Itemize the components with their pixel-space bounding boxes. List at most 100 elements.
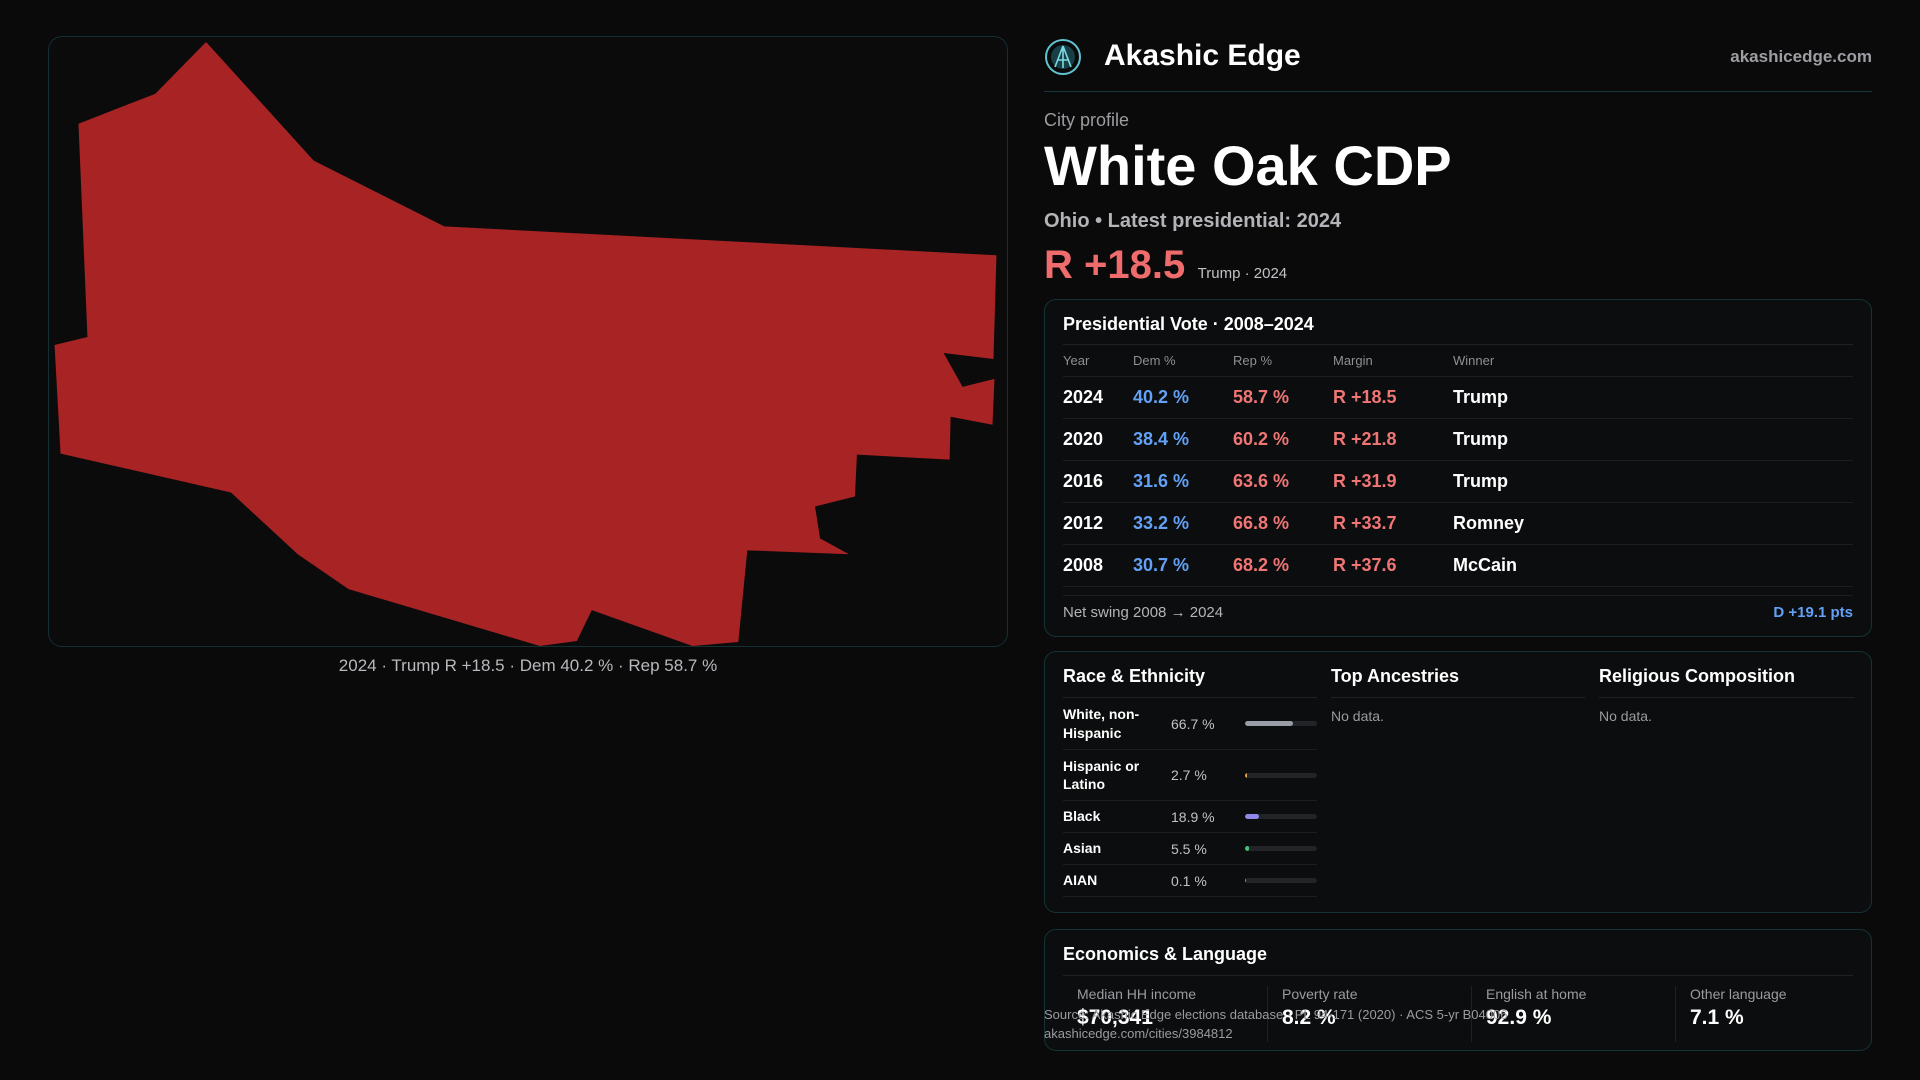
cell-year: 2012 [1063,513,1104,533]
cell-year: 2024 [1063,387,1104,407]
cell-margin: R +21.8 [1333,429,1397,449]
cell-rep: 60.2 % [1233,429,1290,449]
city-boundary-map [54,41,997,646]
table-row: 2008 30.7 % 68.2 % R +37.6 McCain [1063,545,1853,587]
cell-rep: 68.2 % [1233,555,1290,575]
econ-label: Other language [1690,986,1787,1002]
brand-name[interactable]: Akashic Edge [1104,39,1301,72]
race-bar [1245,772,1317,778]
race-row: Hispanic or Latino 2.7 % [1063,750,1317,801]
presidential-vote-card: Presidential Vote · 2008–2024 Year Dem %… [1044,299,1872,637]
col-header-margin: Margin [1333,353,1373,368]
econ-cell-poverty: Poverty rate 8.2 % [1267,986,1471,1042]
table-header-row: Year Dem % Rep % Margin Winner [1063,345,1853,377]
economics-title: Economics & Language [1063,944,1853,976]
cell-dem: 30.7 % [1133,555,1190,575]
ancestries-title: Top Ancestries [1331,666,1585,698]
presidential-table: Year Dem % Rep % Margin Winner 2024 40.2… [1063,345,1853,587]
cell-dem: 31.6 % [1133,471,1190,491]
cell-winner: McCain [1453,555,1518,575]
net-swing-row: Net swing 2008 → 2024 D +19.1 pts [1063,595,1853,629]
race-row: White, non-Hispanic 66.7 % [1063,698,1317,750]
city-subtitle: Ohio • Latest presidential: 2024 [1044,209,1342,232]
econ-label: Median HH income [1077,986,1197,1002]
table-row: 2016 31.6 % 63.6 % R +31.9 Trump [1063,461,1853,503]
cell-rep: 58.7 % [1233,387,1290,407]
race-value: 18.9 % [1171,808,1215,825]
net-swing-label: Net swing 2008 → 2024 [1063,604,1224,621]
headline-margin-sub: Trump · 2024 [1197,264,1288,282]
race-label: Asian [1063,840,1102,857]
race-value: 0.1 % [1171,872,1207,889]
religion-empty: No data. [1599,708,1652,724]
race-bar-fill [1245,846,1249,851]
presidential-card-title: Presidential Vote · 2008–2024 [1063,314,1853,345]
econ-cell-english: English at home 92.9 % [1471,986,1675,1042]
race-bar-fill [1245,772,1247,778]
race-ethnicity-section: Race & Ethnicity White, non-Hispanic 66.… [1063,666,1317,897]
race-row: Asian 5.5 % [1063,833,1317,865]
cell-year: 2016 [1063,471,1104,491]
map-panel [48,36,1008,647]
race-label: Hispanic or Latino [1063,757,1140,792]
cell-winner: Romney [1453,513,1525,533]
race-title: Race & Ethnicity [1063,666,1317,698]
econ-cell-income: Median HH income $70,341 [1063,986,1267,1042]
site-header: Akashic Edge akashicedge.com [1044,36,1872,92]
econ-value: $70,341 [1077,1006,1153,1029]
race-label: AIAN [1063,872,1098,889]
col-header-rep: Rep % [1233,353,1273,368]
cell-margin: R +37.6 [1333,555,1397,575]
table-row: 2024 40.2 % 58.7 % R +18.5 Trump [1063,377,1853,419]
cell-year: 2020 [1063,429,1104,449]
race-label: Black [1063,808,1101,825]
ancestries-section: Top Ancestries No data. [1331,666,1585,724]
cell-margin: R +18.5 [1333,387,1397,407]
religion-title: Religious Composition [1599,666,1855,698]
col-header-dem: Dem % [1133,353,1176,368]
site-url-link[interactable]: akashicedge.com [1730,47,1872,66]
race-bar-fill [1245,721,1294,726]
cell-year: 2008 [1063,555,1104,575]
cell-margin: R +31.9 [1333,471,1397,491]
profile-column: Akashic Edge akashicedge.com City profil… [1044,36,1872,1051]
econ-cell-other-language: Other language 7.1 % [1675,986,1865,1042]
compass-logo-icon[interactable] [1044,38,1082,76]
col-header-winner: Winner [1453,353,1495,368]
source-note: Source: Akashic Edge elections database … [1044,1007,1508,1022]
religion-section: Religious Composition No data. [1599,666,1855,724]
econ-label: Poverty rate [1282,986,1358,1002]
econ-value: 92.9 % [1486,1006,1552,1029]
permalink[interactable]: akashicedge.com/cities/3984812 [1044,1025,1233,1041]
cell-winner: Trump [1453,471,1509,491]
cell-winner: Trump [1453,429,1509,449]
col-header-year: Year [1063,353,1090,368]
page-footer: Source: Akashic Edge elections database … [1044,1006,1507,1044]
cell-dem: 40.2 % [1133,387,1190,407]
map-caption: 2024 · Trump R +18.5 · Dem 40.2 % · Rep … [338,656,718,675]
net-swing-value: D +19.1 pts [1773,604,1853,621]
economics-grid: Median HH income $70,341 Poverty rate 8.… [1045,986,1873,1042]
headline-margin-value: R +18.5 [1044,242,1186,287]
cell-rep: 63.6 % [1233,471,1290,491]
race-bar [1245,814,1317,819]
race-bar [1245,878,1317,883]
cell-dem: 33.2 % [1133,513,1190,533]
table-row: 2012 33.2 % 66.8 % R +33.7 Romney [1063,503,1853,545]
race-row: Black 18.9 % [1063,801,1317,833]
race-value: 5.5 % [1171,840,1207,857]
cell-winner: Trump [1453,387,1509,407]
race-label: White, non-Hispanic [1063,706,1140,741]
race-bar [1245,846,1317,851]
race-value: 66.7 % [1171,715,1215,732]
econ-value: 8.2 % [1282,1006,1336,1029]
headline-margin: R +18.5 Trump · 2024 [1044,243,1872,287]
eyebrow-label: City profile [1044,110,1130,130]
economics-card: Economics & Language Median HH income $7… [1044,929,1872,1051]
race-bar-fill [1245,814,1259,819]
race-value: 2.7 % [1171,767,1207,783]
cell-margin: R +33.7 [1333,513,1397,533]
city-boundary-shape [54,41,997,646]
econ-value: 7.1 % [1690,1006,1744,1029]
